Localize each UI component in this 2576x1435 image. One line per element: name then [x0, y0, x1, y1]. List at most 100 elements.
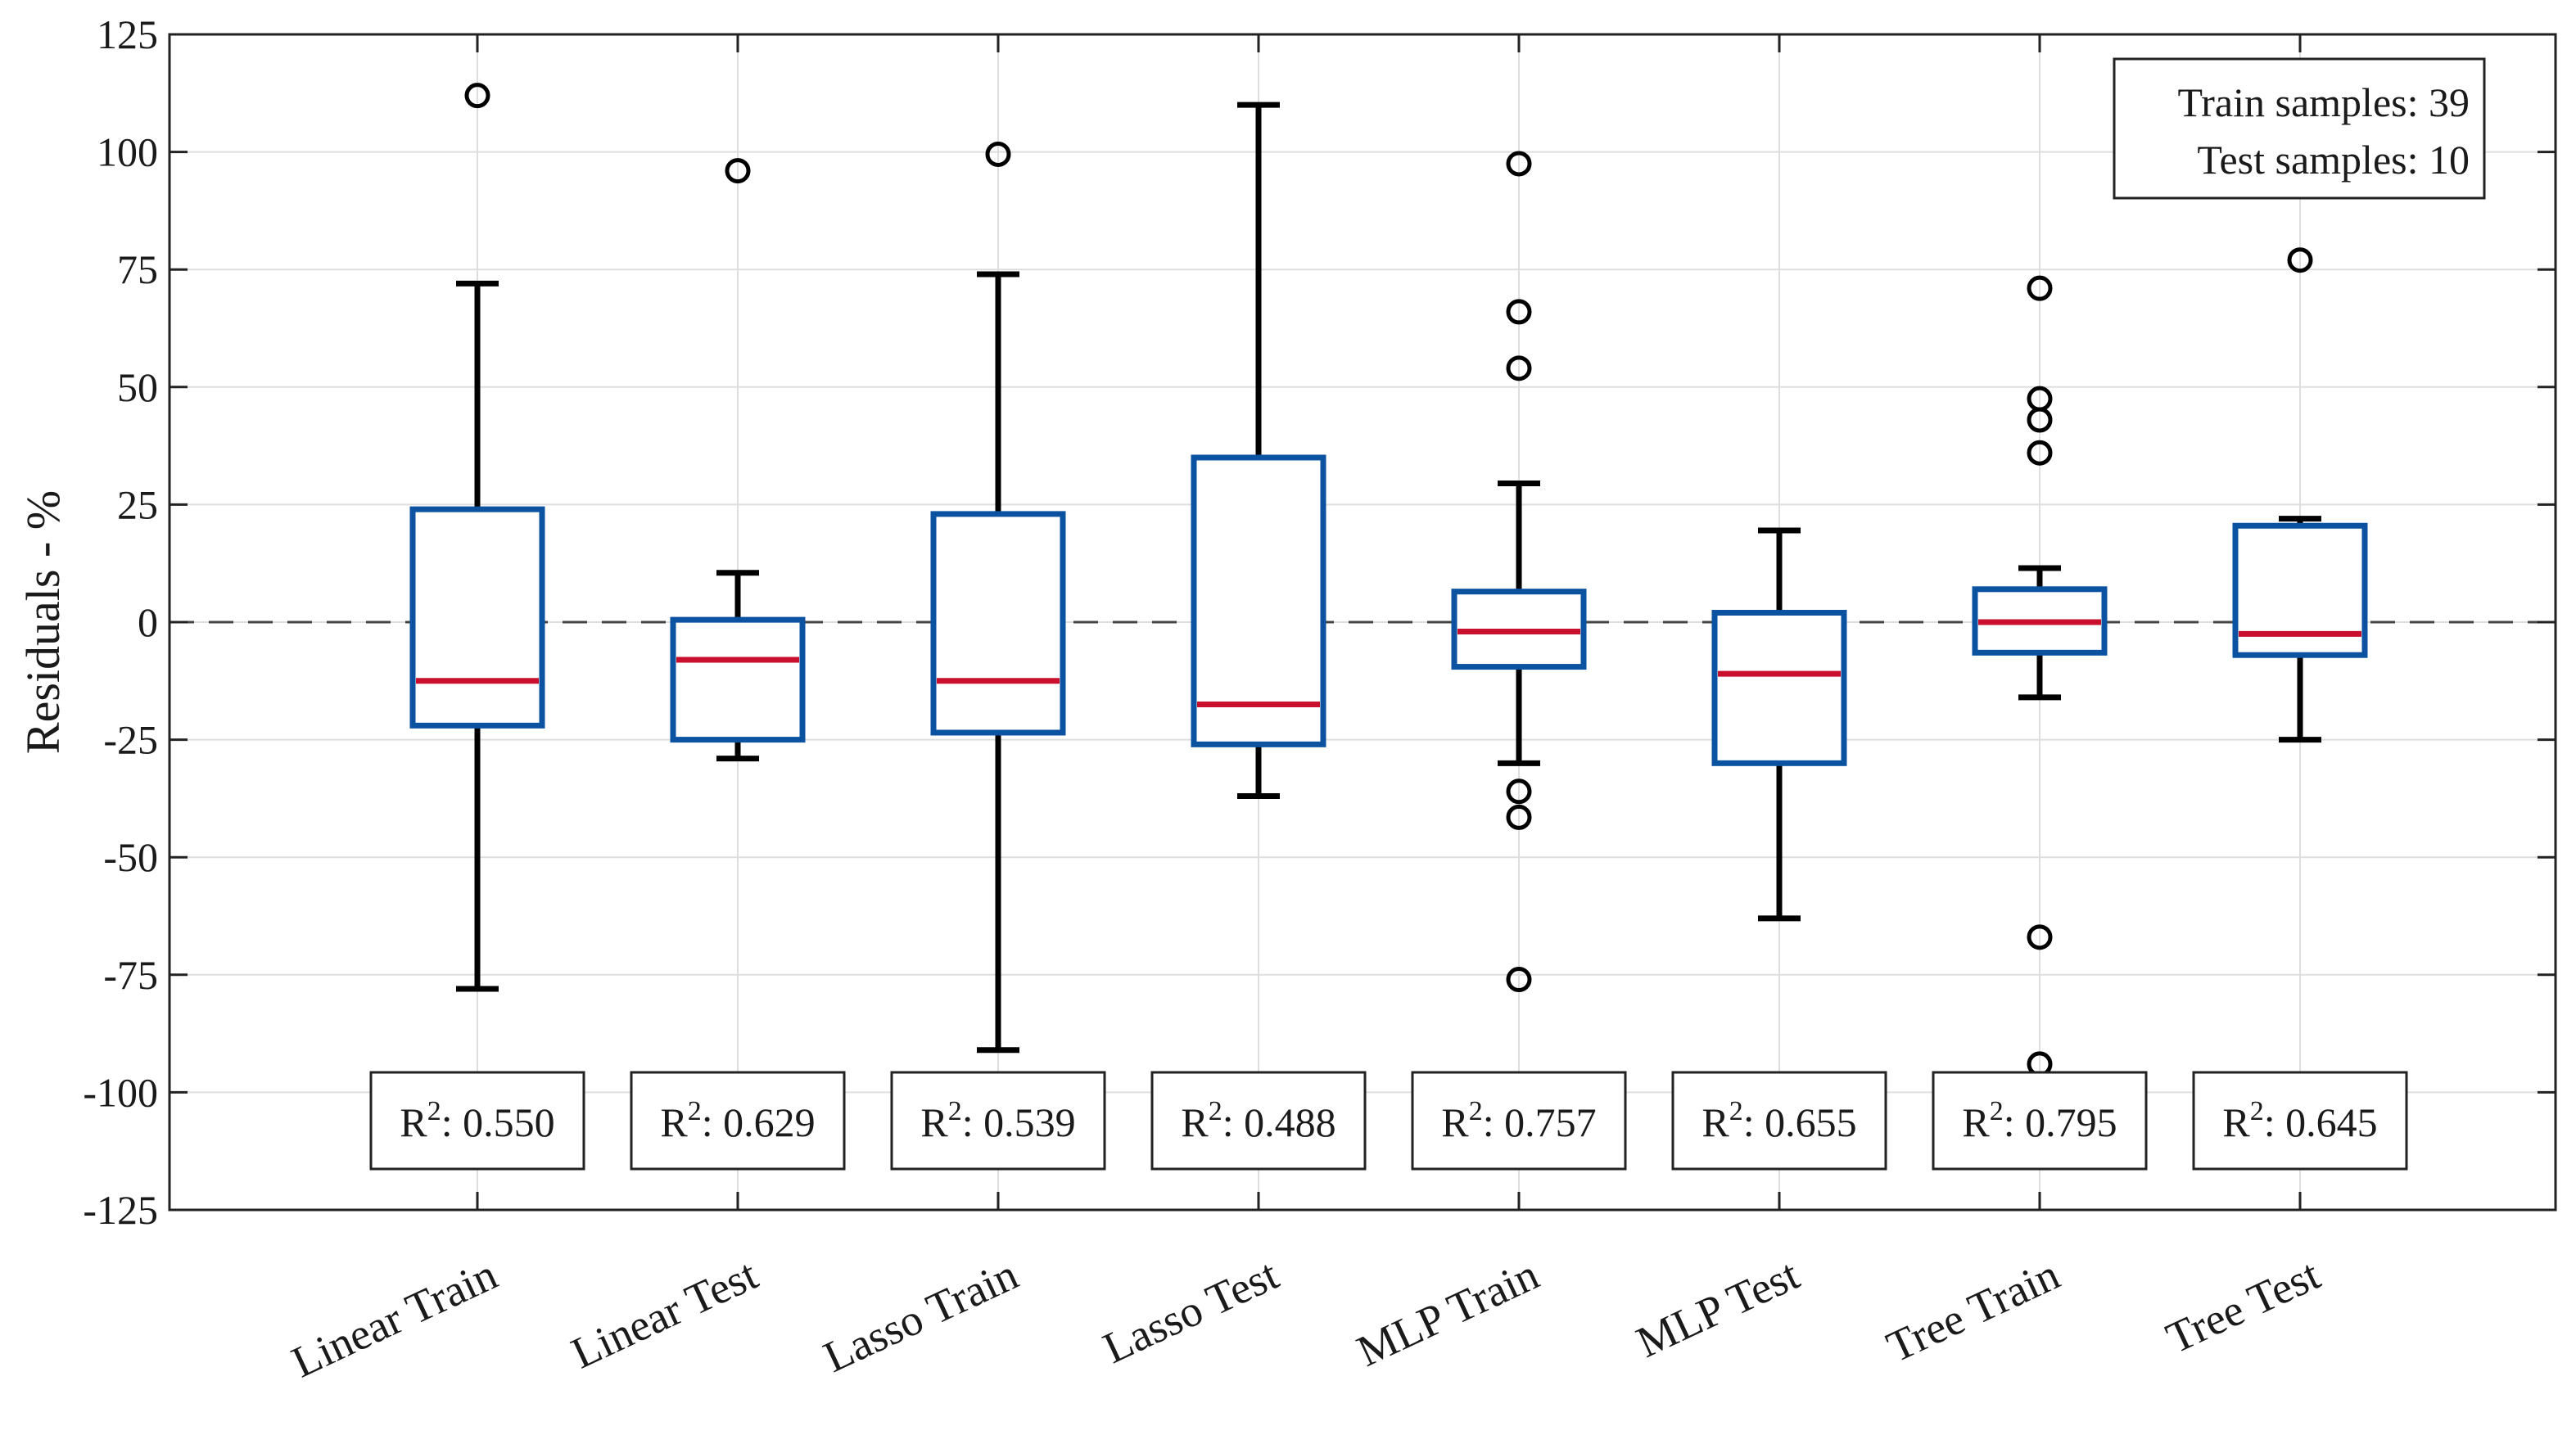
r2-symbol: R [1441, 1099, 1469, 1145]
r2-box: R2: 0.488 [1150, 1071, 1367, 1171]
train-samples-label: Train samples: 39 [2178, 79, 2470, 125]
r2-symbol: R [1702, 1099, 1729, 1145]
r2-labels: R2: 0.550 R2: 0.629 R2: 0.539 R2: 0.488 R2: … [369, 1071, 2408, 1171]
r2-value: : 0.645 [2264, 1099, 2378, 1145]
outlier-point [2287, 247, 2313, 273]
box-group [930, 141, 1066, 1054]
box-group [1451, 151, 1587, 993]
r2-label: R2: 0.655 [1702, 1096, 1856, 1145]
r2-box: R2: 0.539 [890, 1071, 1106, 1171]
x-category-label: Lasso Test [1096, 1249, 1286, 1373]
outlier-point [2027, 924, 2053, 950]
r2-value: : 0.795 [2004, 1099, 2117, 1145]
y-tick-label: 100 [97, 129, 158, 175]
box-group [1972, 275, 2108, 1077]
outlier-point [2027, 407, 2053, 433]
y-tick-label: 0 [138, 599, 158, 645]
x-category-label: Tree Train [1879, 1249, 2067, 1371]
r2-label: R2: 0.550 [400, 1096, 554, 1145]
y-axis-label: Residuals - % [16, 490, 70, 754]
r2-label: R2: 0.539 [920, 1096, 1075, 1145]
r2-box-frame [369, 1071, 585, 1171]
box-group [2232, 247, 2368, 743]
y-tick-label: 75 [117, 246, 158, 292]
iqr-box [409, 506, 545, 729]
r2-superscript: 2 [948, 1096, 962, 1126]
iqr-box [930, 511, 1066, 736]
r2-superscript: 2 [1209, 1096, 1222, 1126]
box-group [1711, 527, 1847, 922]
r2-label: R2: 0.629 [660, 1096, 815, 1145]
r2-box: R2: 0.655 [1671, 1071, 1887, 1171]
r2-superscript: 2 [2250, 1096, 2264, 1126]
iqr-box [670, 616, 806, 743]
r2-box-frame [890, 1071, 1106, 1171]
outlier-point [1506, 151, 1532, 177]
outlier-point [2027, 440, 2053, 466]
r2-value: : 0.757 [1483, 1099, 1597, 1145]
r2-value: : 0.629 [702, 1099, 816, 1145]
r2-symbol: R [2222, 1099, 2250, 1145]
r2-value: : 0.655 [1743, 1099, 1857, 1145]
r2-value: : 0.488 [1222, 1099, 1336, 1145]
r2-symbol: R [660, 1099, 688, 1145]
r2-symbol: R [920, 1099, 948, 1145]
r2-box: R2: 0.629 [630, 1071, 846, 1171]
x-category-label: MLP Train [1349, 1249, 1546, 1375]
y-axis-ticks: 125 100 75 50 25 0 -25 -50 -75 -100 -125 [83, 11, 2556, 1233]
box-series [409, 83, 2368, 1077]
outlier-point [985, 141, 1011, 167]
y-tick-label: -75 [103, 952, 158, 998]
iqr-box [1711, 610, 1847, 766]
r2-box-frame [2192, 1071, 2408, 1171]
r2-symbol: R [1962, 1099, 1990, 1145]
r2-superscript: 2 [688, 1096, 702, 1126]
y-tick-label: -25 [103, 717, 158, 763]
outlier-point [1506, 967, 1532, 993]
outlier-point [1506, 804, 1532, 830]
r2-box: R2: 0.550 [369, 1071, 585, 1171]
box-group [1191, 102, 1326, 800]
outlier-point [725, 158, 751, 184]
x-category-label: Linear Train [284, 1249, 504, 1387]
box-group [670, 158, 806, 762]
r2-superscript: 2 [1990, 1096, 2004, 1126]
r2-box-frame [1150, 1071, 1367, 1171]
y-tick-label: 25 [117, 481, 158, 527]
iqr-box [1191, 454, 1326, 747]
y-tick-label: -100 [83, 1069, 158, 1115]
r2-box-frame [1411, 1071, 1627, 1171]
box-group [409, 83, 545, 992]
r2-box: R2: 0.757 [1411, 1071, 1627, 1171]
r2-symbol: R [1181, 1099, 1209, 1145]
x-category-label: Lasso Train [816, 1249, 1025, 1382]
r2-label: R2: 0.488 [1181, 1096, 1335, 1145]
outlier-point [1506, 299, 1532, 325]
r2-box-frame [630, 1071, 846, 1171]
r2-label: R2: 0.795 [1962, 1096, 2117, 1145]
y-tick-label: 50 [117, 364, 158, 410]
test-samples-label: Test samples: 10 [2197, 137, 2470, 183]
r2-superscript: 2 [427, 1096, 441, 1126]
outlier-point [1506, 355, 1532, 381]
r2-superscript: 2 [1729, 1096, 1743, 1126]
sample-info-box: Train samples: 39 Test samples: 10 [2113, 57, 2486, 200]
y-tick-label: 125 [97, 11, 158, 57]
y-tick-label: -125 [83, 1187, 158, 1233]
r2-superscript: 2 [1469, 1096, 1483, 1126]
outlier-point [2027, 275, 2053, 301]
sample-info-frame [2113, 57, 2486, 200]
outlier-point [464, 83, 490, 109]
r2-symbol: R [400, 1099, 427, 1145]
outlier-point [1506, 778, 1532, 805]
r2-box: R2: 0.645 [2192, 1071, 2408, 1171]
r2-label: R2: 0.645 [2222, 1096, 2377, 1145]
x-category-label: MLP Test [1629, 1249, 1806, 1366]
r2-value: : 0.539 [962, 1099, 1076, 1145]
y-tick-label: -50 [103, 834, 158, 880]
x-category-label: Tree Test [2159, 1249, 2327, 1362]
r2-label: R2: 0.757 [1441, 1096, 1596, 1145]
r2-box-frame [1932, 1071, 2148, 1171]
x-category-label: Linear Test [564, 1249, 765, 1378]
